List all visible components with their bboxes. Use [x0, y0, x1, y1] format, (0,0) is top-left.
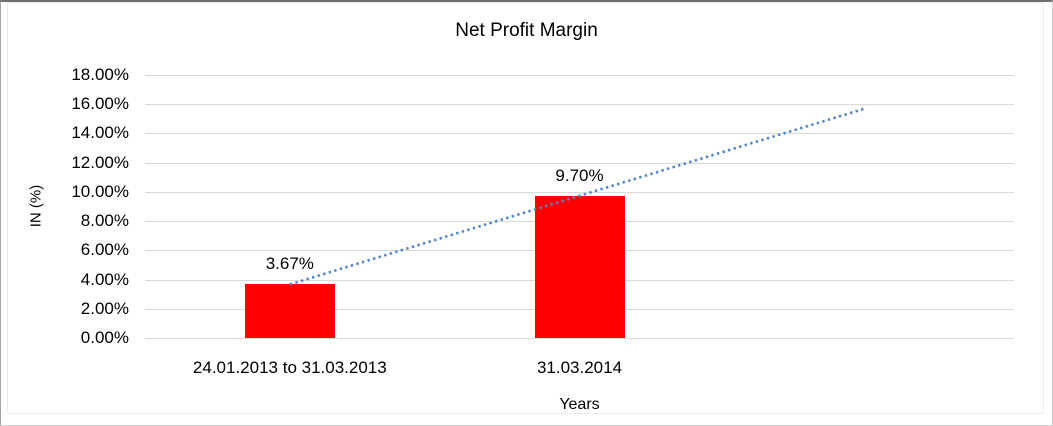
y-axis-tick-label: 4.00%	[80, 269, 129, 289]
bar-data-label: 9.70%	[555, 166, 604, 186]
y-axis-tick-label: 6.00%	[80, 240, 129, 260]
gridline	[145, 75, 1014, 76]
y-axis-tick-label: 18.00%	[71, 65, 129, 84]
gridline	[145, 191, 1014, 193]
chart-inner-border	[7, 2, 1044, 414]
y-axis-tick-label: 14.00%	[71, 123, 129, 143]
gridline	[145, 133, 1014, 135]
x-axis-category-label: 31.03.2014	[536, 358, 623, 377]
bar-data-label: 3.67%	[265, 254, 314, 274]
gridline	[145, 162, 1014, 164]
y-axis-tick-label: 8.00%	[80, 211, 129, 231]
x-axis-title: Years	[559, 396, 600, 413]
gridline	[145, 104, 1014, 106]
gridline	[145, 338, 1014, 339]
y-axis-tick-label: 0.00%	[80, 328, 129, 347]
bar-series-net-profit-margin[interactable]	[534, 196, 625, 338]
x-axis-category-label: 24.01.2013 to 31.03.2013	[192, 358, 387, 377]
y-axis-tick-label: 16.00%	[71, 94, 129, 114]
y-axis-tick-label: 2.00%	[80, 298, 129, 318]
y-axis-tick-label: 10.00%	[71, 181, 129, 201]
bar-series-net-profit-margin[interactable]	[244, 284, 335, 338]
chart-title: Net Profit Margin	[455, 20, 598, 41]
y-axis-tick-label: 12.00%	[71, 152, 129, 172]
